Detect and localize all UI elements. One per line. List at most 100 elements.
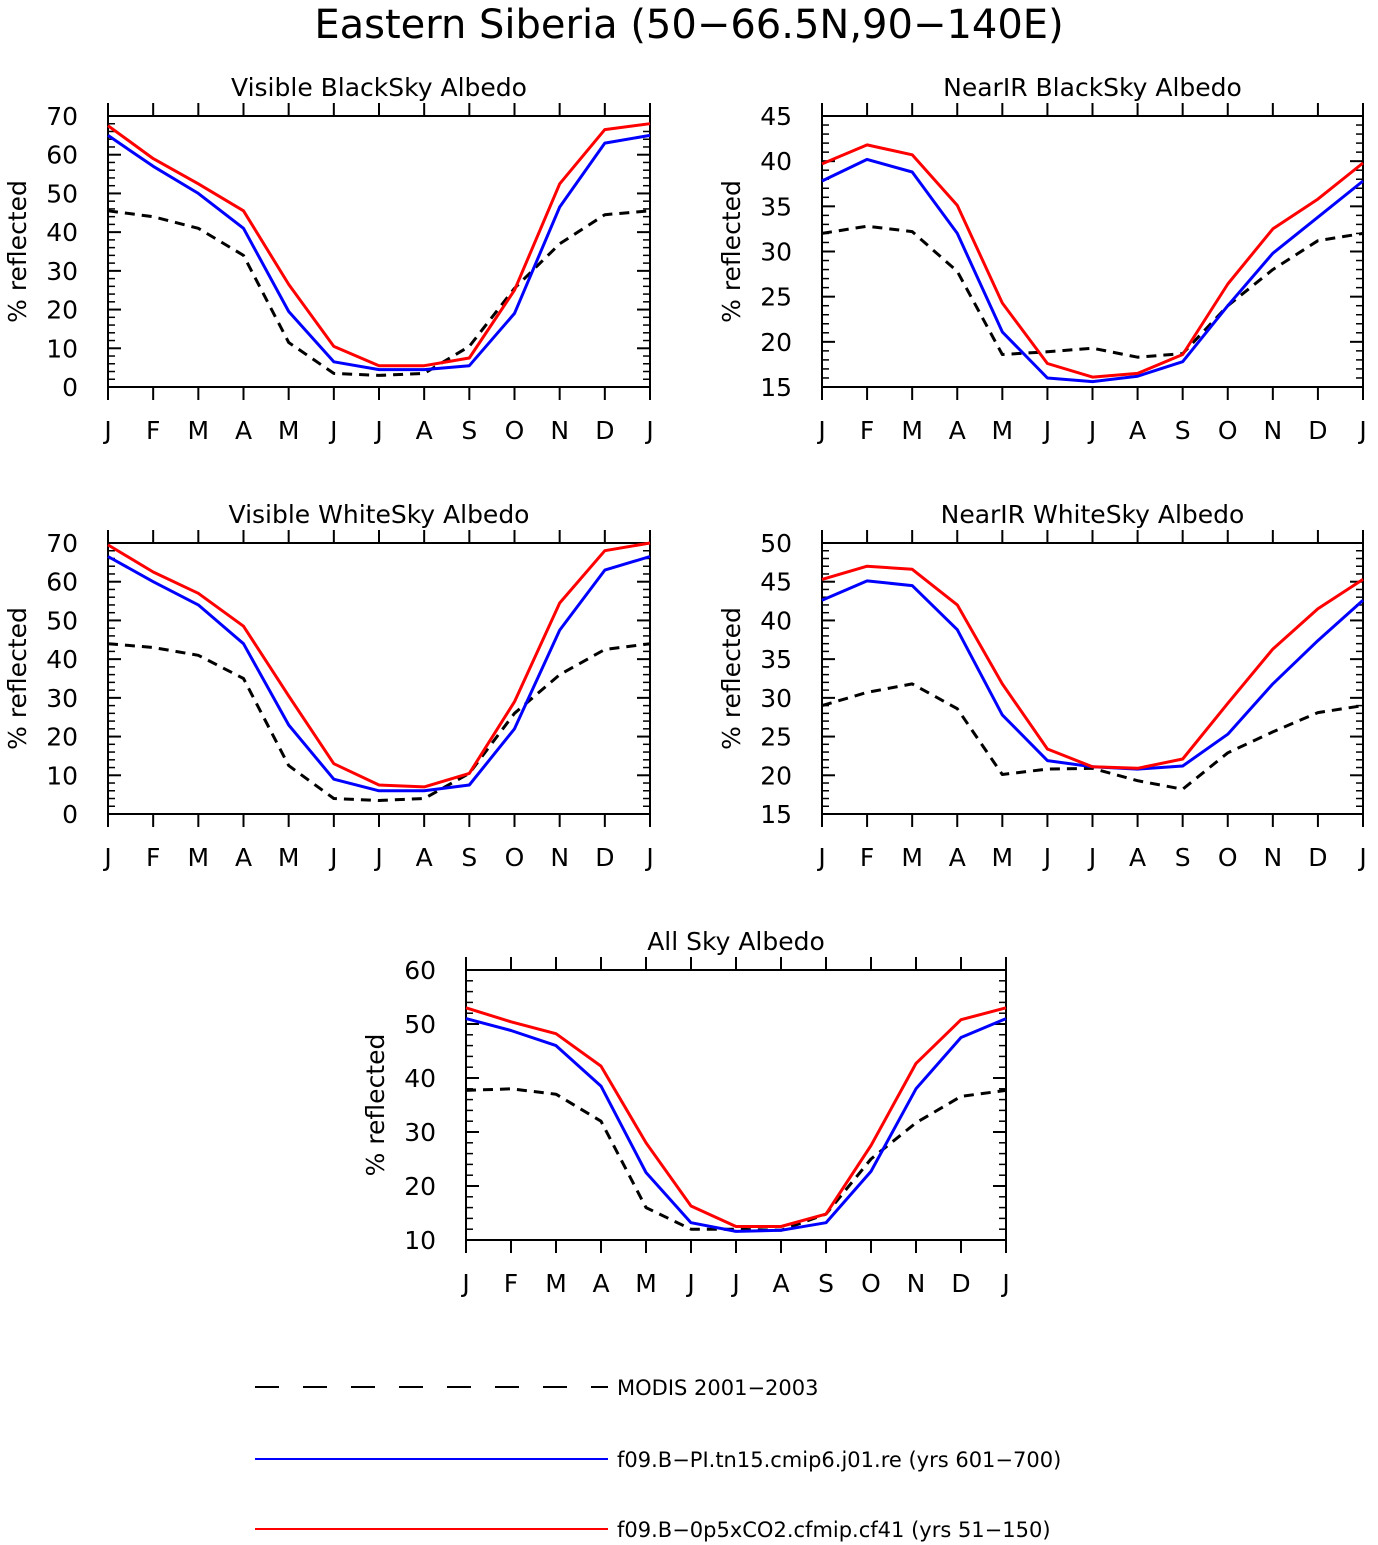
legend-label-cf41: f09.B−0p5xCO2.cfmip.cf41 (yrs 51−150) bbox=[617, 1518, 1051, 1542]
y-tick-label: 25 bbox=[760, 283, 792, 312]
x-tick-label: A bbox=[235, 843, 252, 872]
x-tick-label: A bbox=[772, 1269, 789, 1298]
x-tick-label: J bbox=[685, 1269, 694, 1298]
x-tick-label: J bbox=[373, 843, 382, 872]
x-tick-label: J bbox=[1357, 416, 1366, 445]
y-tick-label: 30 bbox=[404, 1118, 436, 1147]
series-line-cf41 bbox=[465, 1006, 1007, 1228]
x-tick-label: D bbox=[1308, 416, 1327, 445]
x-tick-label: J bbox=[1087, 843, 1096, 872]
x-tick-label: J bbox=[1000, 1269, 1009, 1298]
y-tick-label: 35 bbox=[760, 192, 792, 221]
y-tick-label: 70 bbox=[46, 102, 78, 131]
y-tick-label: 20 bbox=[404, 1172, 436, 1201]
series-line-cf41 bbox=[107, 122, 651, 368]
x-tick-label: A bbox=[949, 843, 966, 872]
x-tick-label: M bbox=[635, 1269, 657, 1298]
x-tick-label: J bbox=[373, 416, 382, 445]
panel-title: All Sky Albedo bbox=[647, 927, 825, 956]
x-tick-label: A bbox=[416, 416, 433, 445]
x-tick-label: A bbox=[592, 1269, 609, 1298]
y-tick-label: 50 bbox=[404, 1010, 436, 1039]
x-tick-label: N bbox=[550, 843, 569, 872]
y-tick-label: 70 bbox=[46, 529, 78, 558]
x-tick-label: J bbox=[102, 843, 111, 872]
x-tick-label: J bbox=[328, 843, 337, 872]
series-line-pi bbox=[107, 555, 651, 793]
x-tick-label: F bbox=[860, 843, 874, 872]
y-tick-label: 30 bbox=[760, 238, 792, 267]
x-tick-label: O bbox=[505, 843, 525, 872]
y-tick-label: 20 bbox=[46, 723, 78, 752]
figure-title: Eastern Siberia (50−66.5N,90−140E) bbox=[314, 2, 1063, 48]
x-tick-label: S bbox=[818, 1269, 834, 1298]
x-tick-label: J bbox=[816, 843, 825, 872]
y-tick-label: 15 bbox=[760, 373, 792, 402]
series-line-cf41 bbox=[107, 541, 651, 789]
x-tick-label: O bbox=[1218, 416, 1238, 445]
series-line-pi bbox=[821, 157, 1364, 384]
x-tick-label: D bbox=[951, 1269, 970, 1298]
series-line-pi bbox=[107, 133, 651, 372]
plot-frame bbox=[821, 115, 1364, 388]
y-tick-label: 0 bbox=[62, 373, 78, 402]
series-line-modis bbox=[107, 209, 651, 377]
y-tick-label: 10 bbox=[46, 334, 78, 363]
y-tick-label: 60 bbox=[46, 568, 78, 597]
x-tick-label: M bbox=[992, 843, 1014, 872]
series-line-modis bbox=[465, 1087, 1007, 1232]
x-tick-label: J bbox=[1087, 416, 1096, 445]
panel-title: NearIR BlackSky Albedo bbox=[943, 73, 1242, 102]
plot-frame bbox=[107, 115, 651, 388]
x-tick-label: A bbox=[1129, 416, 1146, 445]
x-tick-label: S bbox=[461, 843, 477, 872]
y-tick-label: 15 bbox=[760, 800, 792, 829]
y-tick-label: 20 bbox=[760, 328, 792, 357]
y-tick-label: 40 bbox=[46, 645, 78, 674]
panel-title: Visible BlackSky Albedo bbox=[231, 73, 527, 102]
y-tick-label: 45 bbox=[760, 102, 792, 131]
x-tick-label: M bbox=[901, 843, 923, 872]
x-tick-label: S bbox=[1175, 843, 1191, 872]
y-tick-label: 40 bbox=[404, 1064, 436, 1093]
series-line-cf41 bbox=[821, 564, 1364, 770]
x-tick-label: N bbox=[1263, 416, 1282, 445]
y-axis-label: % reflected bbox=[717, 180, 746, 323]
x-tick-label: J bbox=[460, 1269, 469, 1298]
y-axis-label: % reflected bbox=[3, 607, 32, 750]
x-tick-label: J bbox=[816, 416, 825, 445]
x-tick-label: S bbox=[1175, 416, 1191, 445]
x-tick-label: D bbox=[595, 416, 614, 445]
series-line-modis bbox=[107, 642, 651, 802]
x-tick-label: M bbox=[278, 843, 300, 872]
y-tick-label: 20 bbox=[46, 296, 78, 325]
y-tick-label: 10 bbox=[46, 761, 78, 790]
plot-frame bbox=[107, 542, 651, 815]
x-tick-label: O bbox=[505, 416, 525, 445]
x-tick-label: M bbox=[278, 416, 300, 445]
y-tick-label: 40 bbox=[46, 218, 78, 247]
y-tick-label: 60 bbox=[46, 141, 78, 170]
panel-title: Visible WhiteSky Albedo bbox=[229, 500, 530, 529]
series-line-modis bbox=[821, 224, 1364, 359]
x-tick-label: J bbox=[644, 843, 653, 872]
legend-label-modis: MODIS 2001−2003 bbox=[617, 1376, 819, 1400]
x-tick-label: A bbox=[949, 416, 966, 445]
x-tick-label: N bbox=[1263, 843, 1282, 872]
y-tick-label: 40 bbox=[760, 606, 792, 635]
x-tick-label: F bbox=[860, 416, 874, 445]
y-axis-label: % reflected bbox=[3, 180, 32, 323]
legend-label-pi: f09.B−PI.tn15.cmip6.j01.re (yrs 601−700) bbox=[617, 1448, 1061, 1472]
x-tick-label: F bbox=[504, 1269, 518, 1298]
x-tick-label: O bbox=[861, 1269, 881, 1298]
x-tick-label: F bbox=[146, 416, 160, 445]
x-tick-label: M bbox=[188, 416, 210, 445]
x-tick-label: D bbox=[1308, 843, 1327, 872]
y-tick-label: 60 bbox=[404, 956, 436, 985]
